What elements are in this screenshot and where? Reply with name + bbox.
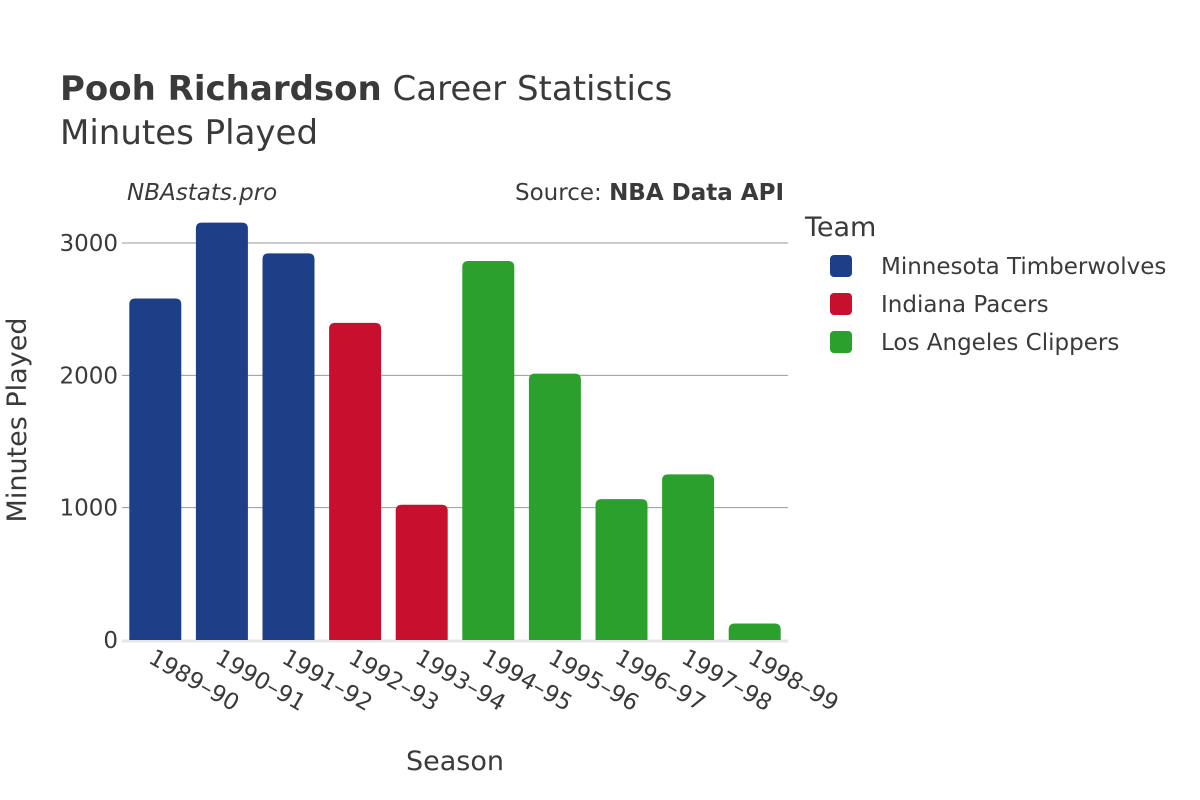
bar (395, 504, 448, 640)
bar (329, 322, 382, 640)
y-tick-label: 3000 (59, 231, 118, 257)
y-tick-label: 2000 (59, 363, 118, 389)
source-prefix: Source: (515, 180, 609, 206)
bar (528, 373, 581, 640)
chart-subtitle: Minutes Played (60, 113, 318, 153)
legend-swatch (830, 255, 852, 277)
bar (595, 499, 648, 640)
legend-swatch (830, 331, 852, 353)
legend: Minnesota Timberwolves Indiana Pacers Los … (830, 254, 1166, 356)
source-name: NBA Data API (609, 180, 784, 206)
bar (195, 222, 248, 640)
chart-title: Pooh Richardson Career Statistics (60, 69, 672, 109)
legend-title: Team (804, 212, 876, 243)
bar (462, 260, 515, 640)
legend-label: Los Angeles Clippers (881, 330, 1119, 356)
player-name: Pooh Richardson (60, 69, 382, 109)
source-label: Source: NBA Data API (515, 180, 784, 206)
y-tick-label: 1000 (59, 496, 118, 522)
bar (662, 474, 715, 640)
bar (262, 253, 315, 640)
title-suffix: Career Statistics (382, 69, 673, 109)
x-axis-title: Season (406, 746, 504, 777)
legend-label: Indiana Pacers (881, 292, 1049, 318)
legend-label: Minnesota Timberwolves (881, 254, 1166, 280)
y-tick-labels: 0 1000 2000 3000 (59, 231, 118, 654)
bars (129, 222, 781, 640)
x-tick-labels: 1989–901990–911991–921992–931993–941994–… (144, 645, 842, 717)
bar (728, 623, 781, 640)
y-tick-label: 0 (103, 628, 118, 654)
bar (129, 298, 182, 640)
watermark: NBAstats.pro (127, 180, 277, 206)
y-axis-title: Minutes Played (2, 318, 33, 523)
legend-swatch (830, 293, 852, 315)
